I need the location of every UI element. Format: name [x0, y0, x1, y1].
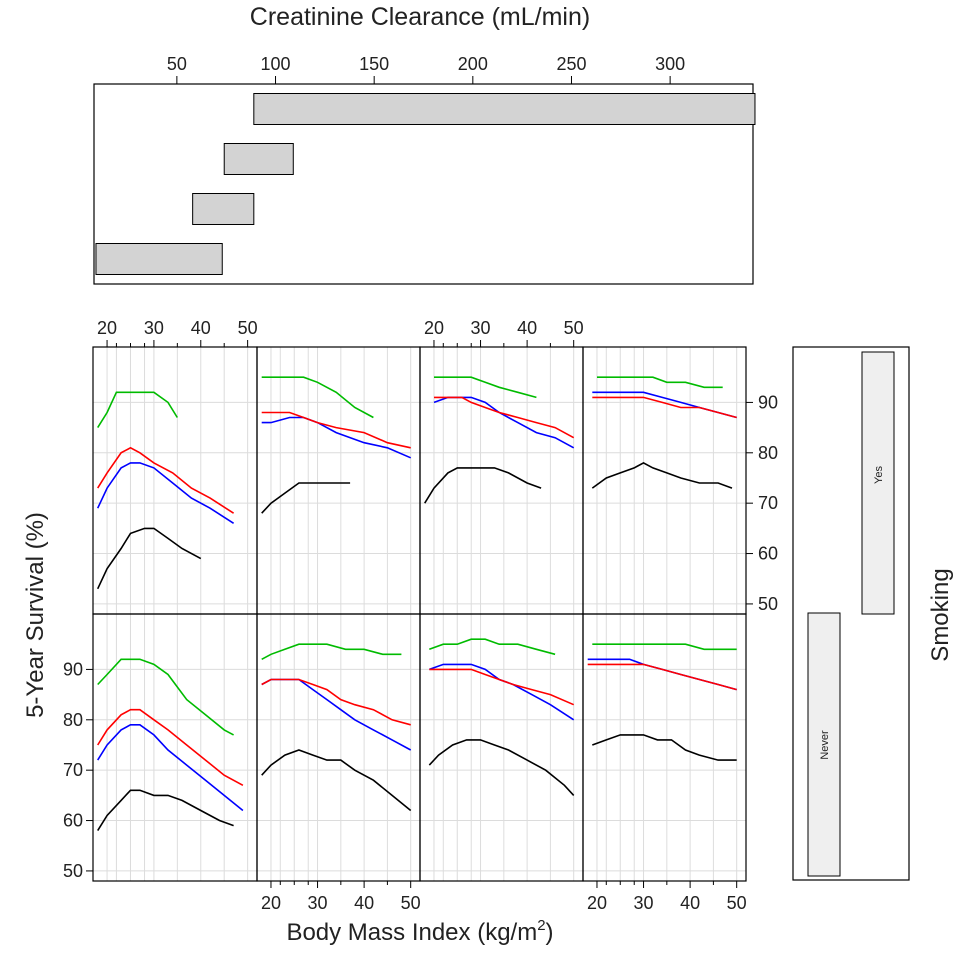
survival-curve	[261, 411, 411, 449]
survival-curve	[592, 734, 737, 761]
x-axis-label-sup: 2	[537, 917, 545, 934]
y-tick-label: 70	[63, 760, 83, 780]
panel-frame	[419, 346, 584, 615]
survival-curve	[429, 638, 556, 656]
x-axis-label-close: )	[546, 919, 554, 946]
creatinine-range-bar	[192, 193, 255, 225]
creatinine-range-bar	[95, 243, 223, 275]
x-tick-label: 50	[564, 318, 584, 338]
x-tick-label: 40	[191, 318, 211, 338]
panel-frame	[582, 613, 747, 882]
survival-curve	[587, 663, 737, 691]
survival-curve	[424, 467, 542, 504]
panel-frame	[92, 613, 258, 882]
strip-label-yes: Yes	[873, 466, 885, 484]
survival-curve	[97, 658, 234, 736]
x-tick-label: 50	[727, 893, 747, 913]
survival-curve	[261, 482, 351, 514]
survival-curve	[97, 391, 178, 429]
survival-curve	[434, 396, 575, 439]
survival-curve	[261, 749, 412, 812]
survival-curve	[592, 396, 737, 419]
survival-curve	[434, 376, 537, 399]
survival-curve	[96, 527, 202, 590]
x-tick-label: 30	[308, 893, 328, 913]
y-tick-label: 70	[758, 493, 778, 513]
x-tick-label: 30	[144, 318, 164, 338]
top-tick-label: 300	[655, 54, 685, 74]
x-tick-label: 30	[471, 318, 491, 338]
top-axis-ticks: 50 100 150 200 250 300	[167, 54, 685, 84]
y-tick-label: 90	[758, 392, 778, 412]
creatinine-range-bar	[253, 93, 756, 125]
top-tick-label: 100	[260, 54, 290, 74]
survival-curve	[96, 462, 235, 524]
top-tick-label: 50	[167, 54, 187, 74]
survival-curve	[592, 391, 737, 419]
y-tick-label: 50	[63, 861, 83, 881]
survival-curve	[591, 461, 733, 489]
strip-label-never: Never	[819, 730, 831, 760]
panel-frame	[92, 346, 258, 615]
survival-curve	[261, 643, 402, 661]
y-tick-label: 60	[758, 544, 778, 564]
x-tick-label: 20	[261, 893, 281, 913]
panel-gridlines	[93, 347, 746, 881]
x-tick-label: 40	[354, 893, 374, 913]
survival-curve	[261, 376, 374, 419]
top-tick-label: 150	[359, 54, 389, 74]
x-tick-label: 50	[238, 318, 258, 338]
survival-curve	[261, 678, 412, 751]
survival-curve	[592, 643, 737, 651]
survival-lattice: 20 30 40 50 20 30 40 50 20 30 40 50 20 30 40 50 50 60 70 80…	[63, 318, 778, 913]
y-tick-label: 80	[63, 710, 83, 730]
lattice-axis-ticks: 20 30 40 50 20 30 40 50 20 30 40 50 20 30 40 50 50 60 70 80…	[63, 318, 778, 913]
panel-frame	[256, 346, 421, 615]
top-panel-title: Creatinine Clearance (mL/min)	[250, 3, 590, 31]
top-tick-label: 250	[556, 54, 586, 74]
strip-bar-never	[807, 612, 841, 877]
x-axis-label: Body Mass Index (kg/m2)	[286, 917, 553, 946]
y-tick-label: 50	[758, 594, 778, 614]
creatinine-range-panel: Creatinine Clearance (mL/min) 50 100 150 20…	[93, 3, 756, 285]
y-tick-label: 80	[758, 443, 778, 463]
survival-curve	[597, 376, 723, 389]
survival-curve	[429, 663, 575, 721]
x-tick-label: 40	[680, 893, 700, 913]
x-tick-label: 30	[634, 893, 654, 913]
survival-curve	[97, 789, 234, 832]
survival-curve	[261, 416, 412, 459]
panel-series-lines	[96, 376, 737, 832]
creatinine-range-bars	[95, 93, 756, 275]
top-tick-label: 200	[458, 54, 488, 74]
survival-curve	[97, 723, 244, 812]
y-tick-label: 60	[63, 811, 83, 831]
y-axis-label: 5-Year Survival (%)	[22, 512, 49, 718]
top-panel-frame	[93, 83, 754, 285]
x-tick-label: 50	[401, 893, 421, 913]
x-tick-label: 40	[517, 318, 537, 338]
survival-curve	[97, 446, 235, 514]
survival-curve	[97, 708, 244, 787]
survival-curve	[261, 678, 411, 726]
smoking-strip-panel: Yes Never Smoking	[792, 346, 954, 881]
strip-bar-yes	[861, 351, 895, 615]
x-axis-label-main: Body Mass Index (kg/m	[286, 919, 537, 946]
survival-curve	[429, 668, 575, 706]
x-tick-label: 20	[587, 893, 607, 913]
survival-curve	[428, 739, 575, 796]
strip-title: Smoking	[927, 568, 954, 661]
x-tick-label: 20	[424, 318, 444, 338]
panel-borders	[92, 346, 747, 882]
strip-frame	[792, 346, 910, 881]
creatinine-range-bar	[223, 143, 294, 175]
x-tick-label: 20	[97, 318, 117, 338]
y-tick-label: 90	[63, 659, 83, 679]
